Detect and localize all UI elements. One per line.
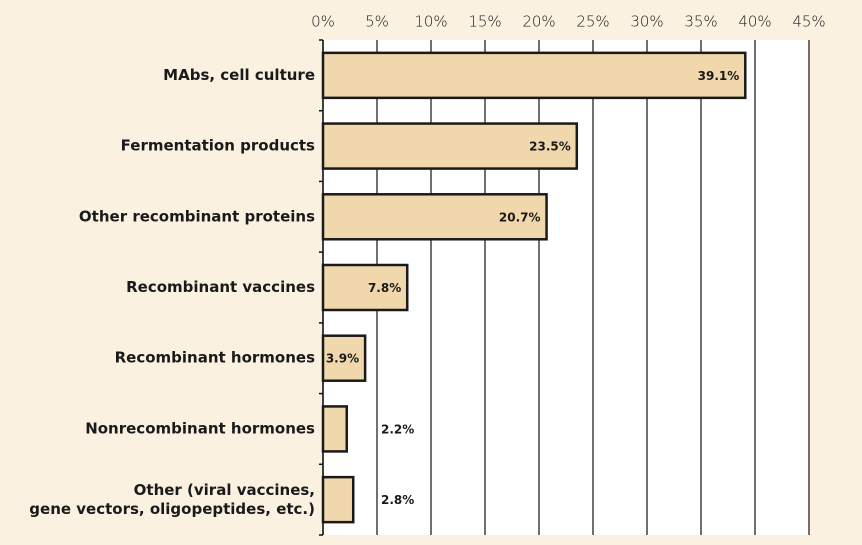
bar [321,475,355,524]
bar [321,263,409,312]
x-tick-label: 30% [630,13,663,31]
y-tick-label: Nonrecombinant hormones [85,419,315,437]
value-label: 23.5% [529,140,571,154]
bar [321,405,349,453]
bar [321,51,747,100]
bar [321,193,548,241]
x-tick-label: 40% [738,13,771,31]
value-label: 2.8% [381,493,414,507]
bar [321,122,579,170]
y-tick-label: Fermentation products [121,137,315,155]
y-tick-label: Other recombinant proteins [79,207,315,225]
value-label: 39.1% [698,69,740,83]
x-tick-label: 35% [684,13,717,31]
y-tick-label: Recombinant hormones [115,349,315,367]
y-tick-label: MAbs, cell culture [163,66,315,84]
value-label: 2.2% [381,422,414,436]
x-tick-label: 5% [365,13,389,31]
bar [321,334,367,382]
x-tick-label: 20% [522,13,555,31]
y-tick-label: Other (viral vaccines, gene vectors, olig… [29,481,315,518]
x-tick-label: 45% [792,13,825,31]
value-label: 7.8% [368,281,401,295]
x-tick-label: 0% [311,13,335,31]
value-label: 20.7% [499,210,541,224]
x-tick-label: 15% [468,13,501,31]
y-tick-label: Recombinant vaccines [126,278,315,296]
x-tick-label: 10% [414,13,447,31]
value-label: 3.9% [326,352,359,366]
x-tick-label: 25% [576,13,609,31]
